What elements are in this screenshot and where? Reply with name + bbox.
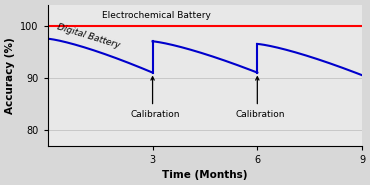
Y-axis label: Accuracy (%): Accuracy (%) bbox=[5, 37, 15, 114]
Text: Electrochemical Battery: Electrochemical Battery bbox=[102, 11, 211, 20]
X-axis label: Time (Months): Time (Months) bbox=[162, 170, 248, 180]
Text: Calibration: Calibration bbox=[236, 110, 285, 119]
Text: Digital Battery: Digital Battery bbox=[56, 22, 121, 50]
Text: Calibration: Calibration bbox=[131, 110, 181, 119]
